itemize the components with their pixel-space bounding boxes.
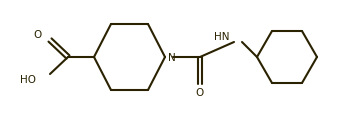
- Text: HN: HN: [214, 32, 230, 42]
- Text: N: N: [168, 53, 176, 62]
- Text: O: O: [34, 30, 42, 40]
- Text: HO: HO: [20, 74, 36, 84]
- Text: O: O: [196, 87, 204, 97]
